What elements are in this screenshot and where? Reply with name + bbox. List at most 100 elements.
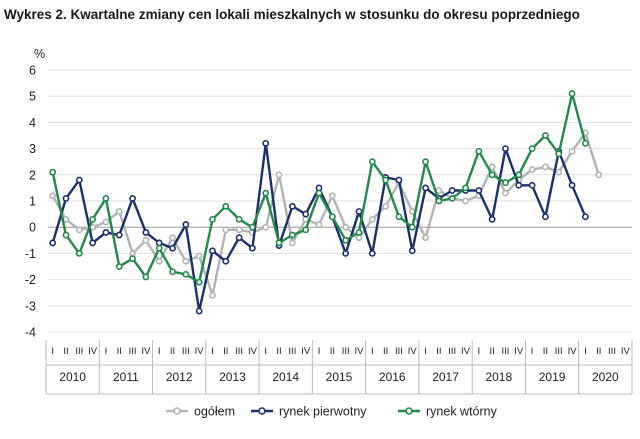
data-point-ogolem <box>49 192 57 200</box>
data-point-rynek-pierwotny <box>488 215 496 223</box>
y-tick-label: -1 <box>25 247 36 261</box>
data-point-ogolem <box>315 221 323 228</box>
year-tick-label: 2014 <box>272 370 299 384</box>
data-point-ogolem <box>262 223 270 231</box>
data-point-ogolem <box>115 208 123 215</box>
data-point-rynek-wtorny <box>62 231 70 239</box>
data-point-rynek-pierwotny <box>222 257 230 265</box>
data-point-rynek-pierwotny <box>209 247 216 255</box>
quarter-tick-label: II <box>383 346 388 357</box>
data-point-ogolem <box>195 252 203 260</box>
data-point-rynek-pierwotny <box>342 249 350 257</box>
quarter-tick-label: IV <box>141 346 151 357</box>
data-point-rynek-wtorny <box>169 268 176 276</box>
quarter-tick-label: IV <box>195 346 205 357</box>
data-point-rynek-pierwotny <box>368 249 376 257</box>
quarter-tick-label: I <box>318 346 321 357</box>
quarter-tick-label: I <box>158 346 161 357</box>
data-point-rynek-pierwotny <box>75 176 83 184</box>
data-point-ogolem <box>129 249 136 257</box>
series-lines <box>49 90 603 315</box>
quarter-tick-label: IV <box>301 346 311 357</box>
y-tick-label: -4 <box>25 326 36 340</box>
data-point-ogolem <box>555 168 563 176</box>
data-point-rynek-pierwotny <box>49 239 57 247</box>
year-tick-label: 2013 <box>219 370 246 384</box>
quarter-tick-label: I <box>211 346 214 357</box>
quarter-tick-label: III <box>182 346 190 357</box>
data-point-rynek-pierwotny <box>115 231 123 239</box>
data-point-ogolem <box>222 226 230 234</box>
data-point-rynek-pierwotny <box>288 202 296 210</box>
quarter-tick-label: III <box>75 346 83 357</box>
data-point-ogolem <box>288 239 296 247</box>
data-point-rynek-wtorny <box>142 273 150 281</box>
data-point-rynek-wtorny <box>262 189 270 197</box>
y-tick-label: 6 <box>29 64 36 78</box>
data-point-rynek-wtorny <box>315 189 323 197</box>
quarter-tick-label: I <box>424 346 427 357</box>
data-point-rynek-wtorny <box>75 249 83 257</box>
data-point-rynek-wtorny <box>235 215 243 223</box>
year-tick-label: 2012 <box>166 370 193 384</box>
quarter-tick-label: II <box>276 346 281 357</box>
chart-title: Wykres 2. Kwartalne zmiany cen lokali mi… <box>4 7 580 22</box>
quarter-tick-label: II <box>490 346 495 357</box>
y-tick-label: 0 <box>29 221 36 235</box>
quarter-tick-label: III <box>288 346 296 357</box>
data-point-rynek-pierwotny <box>182 221 190 228</box>
data-point-rynek-wtorny <box>182 270 190 278</box>
data-point-rynek-wtorny <box>249 223 256 231</box>
y-axis: -4 -3 -2 -1 0 1 2 3 4 5 6 <box>25 64 36 340</box>
data-point-rynek-wtorny <box>502 179 509 187</box>
data-point-ogolem <box>542 163 549 171</box>
data-point-rynek-pierwotny <box>142 229 150 236</box>
data-point-ogolem <box>355 234 363 242</box>
year-tick-label: 2010 <box>59 370 86 384</box>
year-tick-label: 2020 <box>592 370 619 384</box>
data-point-ogolem <box>102 218 110 226</box>
data-point-rynek-wtorny <box>515 171 523 179</box>
y-tick-label: 3 <box>29 142 36 156</box>
data-point-rynek-pierwotny <box>475 187 483 194</box>
quarter-tick-label: I <box>105 346 108 357</box>
quarter-tick-label: I <box>371 346 374 357</box>
quarter-tick-label: I <box>478 346 481 357</box>
quarter-tick-label: II <box>117 346 122 357</box>
legend-label-rynek-wtorny: rynek wtórny <box>426 405 498 419</box>
y-tick-label: 2 <box>29 168 36 182</box>
quarter-tick-label: II <box>330 346 335 357</box>
chart-grid <box>48 69 632 333</box>
data-point-rynek-wtorny <box>528 145 536 152</box>
year-tick-label: 2018 <box>485 370 512 384</box>
data-point-rynek-wtorny <box>209 215 216 223</box>
y-tick-label: -2 <box>25 273 36 287</box>
y-tick-label: 1 <box>29 195 36 209</box>
data-point-rynek-wtorny <box>488 171 496 179</box>
quarter-tick-label: I <box>264 346 267 357</box>
quarter-tick-label: I <box>51 346 54 357</box>
data-point-ogolem <box>169 234 176 242</box>
data-point-rynek-pierwotny <box>408 247 416 255</box>
year-tick-label: 2017 <box>432 370 459 384</box>
quarter-tick-label: IV <box>354 346 364 357</box>
data-point-rynek-pierwotny <box>502 145 509 152</box>
data-point-ogolem <box>342 223 350 231</box>
data-point-ogolem <box>142 236 150 244</box>
legend-label-ogolem: ogółem <box>194 405 235 419</box>
data-point-rynek-pierwotny <box>89 239 97 247</box>
data-point-rynek-pierwotny <box>62 194 70 202</box>
quarter-tick-label: IV <box>461 346 471 357</box>
y-tick-label: 5 <box>29 90 36 104</box>
data-point-ogolem <box>235 226 243 234</box>
data-point-ogolem <box>568 147 576 155</box>
quarter-tick-label: IV <box>408 346 418 357</box>
quarter-tick-label: IV <box>514 346 524 357</box>
year-tick-label: 2016 <box>379 370 406 384</box>
quarter-tick-label: II <box>170 346 175 357</box>
data-point-rynek-wtorny <box>222 202 230 210</box>
data-point-rynek-wtorny <box>49 168 57 176</box>
quarter-tick-label: III <box>395 346 403 357</box>
data-point-rynek-pierwotny <box>129 194 136 202</box>
year-tick-label: 2015 <box>326 370 353 384</box>
